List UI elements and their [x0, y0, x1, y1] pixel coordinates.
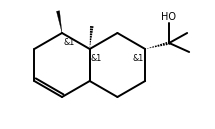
Text: &1: &1 — [133, 54, 144, 63]
Text: &1: &1 — [91, 54, 102, 63]
Polygon shape — [56, 11, 62, 33]
Text: HO: HO — [161, 12, 176, 22]
Text: &1: &1 — [64, 38, 75, 47]
